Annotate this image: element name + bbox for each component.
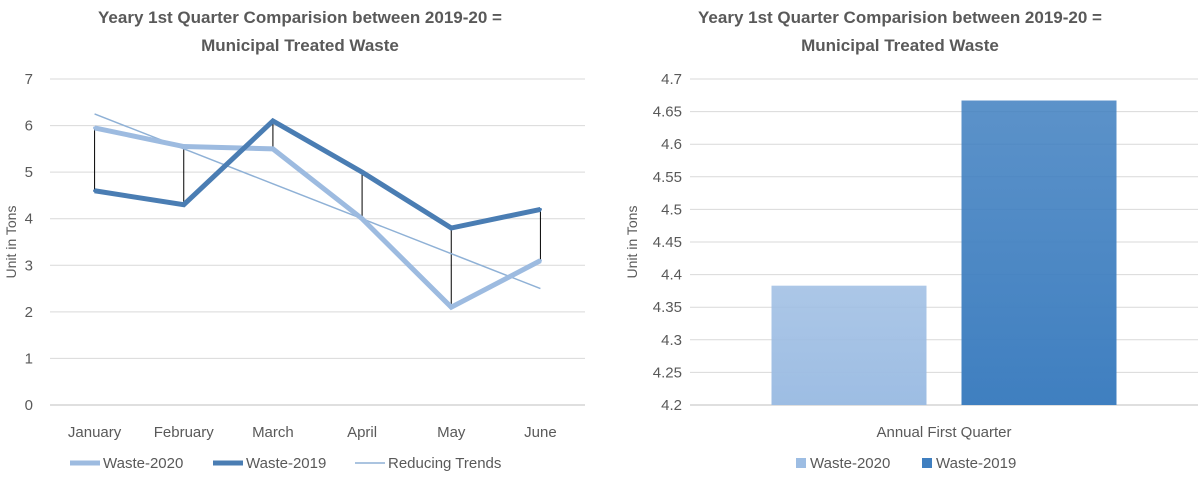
data-point-waste-2020 [538,259,542,263]
x-tick-label: January [68,424,122,441]
x-tick-label: June [524,424,557,441]
y-tick-label: 4.55 [653,169,682,186]
data-point-waste-2020 [271,147,275,151]
y-tick-label: 4.25 [653,364,682,381]
x-tick-label: March [252,424,294,441]
y-tick-label: 4.5 [661,201,682,218]
y-axis-title: Unit in Tons [624,206,640,279]
bar-chart-title-line-2: Municipal Treated Waste [801,36,999,55]
x-tick-label: May [437,424,466,441]
series-line-waste-2020 [94,125,542,311]
bar-chart-title: Yeary 1st Quarter Comparision between 20… [600,4,1200,60]
data-point-waste-2019 [449,226,453,230]
y-tick-label: 3 [25,257,33,274]
y-tick-label: 4.2 [661,397,682,414]
bar-waste-2020 [771,285,927,405]
y-tick-label: 1 [25,350,33,367]
y-tick-label: 5 [25,164,33,181]
data-point-waste-2019 [93,189,97,193]
legend-swatch-waste-2019 [922,458,932,468]
data-point-waste-2020 [93,126,97,130]
line-chart-title: Yeary 1st Quarter Comparision between 20… [0,4,600,60]
y-tick-label: 4.3 [661,332,682,349]
y-tick-label: 0 [25,397,33,414]
bar-waste-2019 [961,100,1117,406]
data-point-waste-2019 [360,170,364,174]
line-chart-title-line-1: Yeary 1st Quarter Comparision between 20… [98,8,502,27]
y-tick-label: 2 [25,304,33,321]
data-point-waste-2020 [360,217,364,221]
data-point-waste-2020 [182,145,186,149]
y-tick-label: 6 [25,118,33,135]
y-tick-label: 4.35 [653,299,682,316]
data-point-waste-2019 [182,203,186,207]
bar-chart-panel: Yeary 1st Quarter Comparision between 20… [600,0,1200,483]
line-chart-panel: Yeary 1st Quarter Comparision between 20… [0,4,600,472]
line-chart: 0 1 2 3 4 5 6 7 January February March April May June… [3,71,585,472]
bar-chart-title-line-1: Yeary 1st Quarter Comparision between 20… [698,8,1102,27]
data-point-waste-2019 [271,119,275,123]
y-tick-label: 7 [25,71,33,88]
legend-label-waste-2019: Waste-2019 [936,455,1016,472]
legend-label-reducing-trends: Reducing Trends [388,455,501,472]
data-point-waste-2020 [449,305,453,309]
bar-chart: 4.2 4.25 4.3 4.35 4.4 4.45 4.5 4.55 4.6 4.65 4.7 Un… [624,71,1198,472]
data-point-waste-2019 [538,207,542,211]
y-tick-label: 4.7 [661,71,682,88]
legend-label-waste-2020: Waste-2020 [810,455,890,472]
x-tick-label: Annual First Quarter [876,424,1011,441]
y-tick-label: 4.4 [661,267,682,284]
line-chart-title-line-2: Municipal Treated Waste [201,36,399,55]
y-tick-label: 4.6 [661,136,682,153]
legend-label-waste-2020: Waste-2020 [103,455,183,472]
x-tick-label: February [154,424,215,441]
x-tick-label: April [347,424,377,441]
y-axis-title: Unit in Tons [3,206,19,279]
y-tick-label: 4.45 [653,234,682,251]
y-tick-label: 4.65 [653,104,682,121]
series-line-waste-2019 [94,117,541,231]
legend-swatch-waste-2020 [796,458,806,468]
legend-label-waste-2019: Waste-2019 [246,455,326,472]
y-tick-label: 4 [25,211,33,228]
